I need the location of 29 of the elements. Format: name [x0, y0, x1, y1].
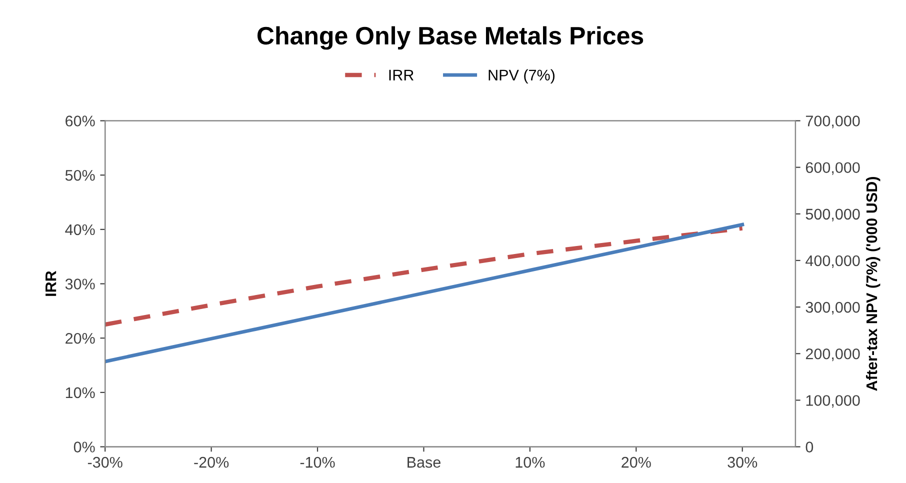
y-tick-label: 60% [66, 116, 95, 126]
y-axis-title: IRR [46, 270, 56, 296]
y-tick-label: 40% [65, 224, 95, 236]
line-series [105, 226, 744, 327]
x-tick-label: -10% [300, 456, 335, 468]
y-tick-label: 20% [66, 332, 95, 344]
y-tick-label: 0% [74, 442, 95, 452]
legend-label: NPV (7%) [488, 69, 554, 84]
y2-tick-label: 200,000 [806, 348, 860, 362]
y2-tick-label: 600,000 [806, 162, 860, 175]
y2-tick-label: 0 [806, 442, 814, 452]
x-tick-label: Base [408, 457, 440, 468]
y2-axis-title: After-tax NPV (7%) ('000 USD) [866, 177, 880, 391]
y2-tick-label: 500,000 [806, 208, 860, 222]
legend-label: IRR [389, 70, 414, 80]
chart-title: Change Only Base Metals Prices [257, 26, 644, 50]
y2-tick-label: 100,000 [806, 395, 860, 408]
y2-tick-label: 400,000 [806, 255, 860, 268]
x-tick-label: 30% [728, 456, 758, 468]
x-tick-label: -20% [194, 456, 229, 468]
y2-tick-label: 700,000 [806, 116, 860, 128]
line-series [105, 222, 744, 364]
x-tick-label: -30% [88, 456, 122, 468]
y-tick-label: 30% [65, 278, 95, 290]
x-tick-label: 10% [516, 456, 545, 468]
y-tick-label: 50% [65, 170, 95, 181]
x-tick-label: 20% [622, 456, 651, 468]
y-tick-label: 10% [66, 387, 95, 398]
y2-tick-label: 300,000 [806, 302, 860, 315]
